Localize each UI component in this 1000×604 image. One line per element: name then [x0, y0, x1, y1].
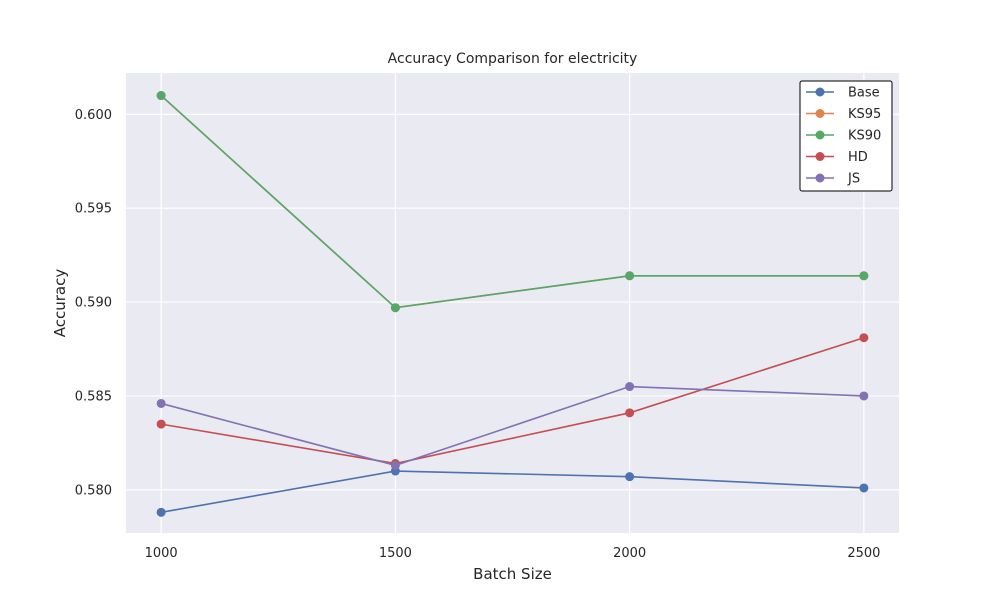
legend-item-ks90: KS90 [806, 129, 881, 144]
legend-marker [815, 173, 825, 183]
data-point [156, 91, 166, 101]
legend-item-ks95: KS95 [806, 107, 881, 122]
legend-marker [815, 109, 825, 118]
data-point [390, 303, 400, 313]
legend-label: Base [848, 86, 880, 101]
data-point [859, 333, 869, 343]
chart-title: Accuracy Comparison for electricity [388, 51, 638, 67]
y-tick-label: 0.580 [75, 483, 112, 498]
y-tick-label: 0.595 [75, 202, 112, 217]
series-ks90 [156, 91, 869, 313]
x-tick-label: 2500 [847, 546, 880, 561]
legend-label: HD [848, 150, 868, 165]
data-point [156, 398, 166, 408]
data-point [156, 419, 166, 429]
y-tick-label: 0.585 [75, 389, 112, 404]
data-point [390, 460, 400, 470]
legend-label: JS [847, 172, 860, 187]
legend: Base KS95 KS90 HD JS [799, 80, 893, 192]
data-point [156, 507, 166, 517]
data-point [625, 472, 635, 482]
series-layer [156, 91, 869, 517]
series-line [161, 336, 865, 465]
plot-background [126, 73, 899, 533]
data-point [859, 271, 869, 281]
data-point [625, 271, 635, 281]
tick-labels: 1000 1500 2000 2500 0.580 0.585 0.590 0.595 0.60… [75, 108, 881, 561]
series-line [160, 470, 864, 514]
legend-marker [815, 130, 825, 140]
legend-label: KS95 [848, 107, 881, 122]
data-point [625, 382, 635, 392]
x-tick-label: 1500 [379, 546, 412, 561]
y-tick-label: 0.600 [75, 108, 112, 123]
series-line [160, 385, 864, 467]
series-line [160, 94, 864, 309]
y-axis-label: Accuracy [51, 269, 69, 338]
data-point [625, 408, 635, 418]
y-tick-label: 0.590 [75, 296, 112, 311]
legend-box [799, 80, 893, 192]
x-tick-label: 1000 [145, 546, 178, 561]
legend-marker [815, 152, 825, 161]
legend-marker [815, 87, 825, 97]
data-point [859, 391, 869, 401]
grid-lines [126, 73, 899, 533]
x-tick-label: 2000 [613, 546, 646, 561]
series-js [156, 382, 869, 470]
legend-item-js: JS [806, 172, 860, 187]
data-point [859, 483, 869, 493]
legend-label: KS90 [848, 129, 881, 144]
legend-item-base: Base [806, 86, 880, 101]
x-axis-label: Batch Size [473, 565, 552, 583]
legend-item-hd: HD [806, 150, 868, 165]
